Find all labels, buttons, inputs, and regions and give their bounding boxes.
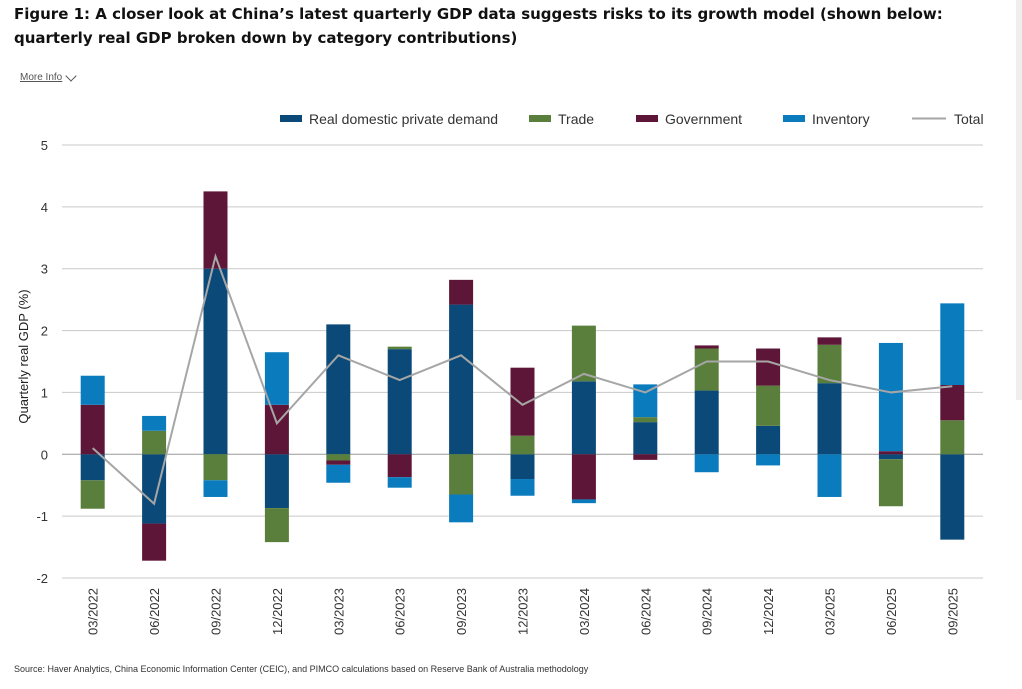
y-tick-label: 4 xyxy=(41,200,48,215)
bar-segment xyxy=(203,480,228,497)
bar-segment xyxy=(449,279,474,305)
legend-swatch xyxy=(636,115,658,122)
bar-segment xyxy=(571,381,596,455)
bar-segment xyxy=(817,383,842,455)
x-tick-label: 12/2024 xyxy=(761,588,776,635)
bar-segment xyxy=(387,477,412,488)
y-axis-label: Quarterly real GDP (%) xyxy=(16,289,31,423)
x-tick-label: 03/2024 xyxy=(577,588,592,635)
bar-segment xyxy=(940,385,965,421)
y-tick-label: -1 xyxy=(36,509,48,524)
x-tick-label: 09/2023 xyxy=(454,588,469,635)
chart-title: Figure 1: A closer look at China’s lates… xyxy=(14,5,943,47)
bar-segment xyxy=(203,454,228,481)
bar-segment xyxy=(142,523,167,561)
bar-segment xyxy=(571,325,596,382)
bar-segment xyxy=(449,494,474,523)
x-tick-label: 06/2024 xyxy=(638,588,653,635)
x-tick-label: 03/2025 xyxy=(823,588,838,635)
x-tick-label: 12/2023 xyxy=(516,588,531,635)
bar-segment xyxy=(510,479,535,496)
y-tick-label: -2 xyxy=(36,571,48,586)
bar-segment xyxy=(510,367,535,436)
bar-segment xyxy=(203,268,228,455)
bar-segment xyxy=(449,304,474,455)
bar-segment xyxy=(142,454,167,524)
legend-label: Inventory xyxy=(812,111,870,127)
bar-segment xyxy=(633,417,658,423)
x-tick-label: 09/2024 xyxy=(700,588,715,635)
bar-segment xyxy=(264,404,289,455)
y-tick-label: 1 xyxy=(41,385,48,400)
bar-segment xyxy=(80,375,105,405)
source-note: Source: Haver Analytics, China Economic … xyxy=(14,664,589,674)
bar-segment xyxy=(326,464,351,483)
bar-segment xyxy=(756,425,781,455)
bar-segment xyxy=(387,454,412,478)
bar-segment xyxy=(449,454,474,495)
x-tick-label: 06/2025 xyxy=(884,588,899,635)
x-tick-label: 09/2022 xyxy=(209,588,224,635)
legend-label: Real domestic private demand xyxy=(309,111,498,127)
scrollbar[interactable] xyxy=(1016,0,1022,400)
x-tick-label: 12/2022 xyxy=(270,588,285,635)
bar-segment xyxy=(264,508,289,543)
total-line xyxy=(92,252,953,506)
bar-segment xyxy=(817,454,842,497)
x-tick-label: 06/2022 xyxy=(147,588,162,635)
bar-segment xyxy=(878,459,903,507)
bar-segment xyxy=(878,342,903,452)
bar-segment xyxy=(264,352,289,405)
bar-segment xyxy=(264,454,289,509)
legend-swatch xyxy=(529,115,551,122)
bar-segment xyxy=(326,454,351,461)
gdp-contributions-chart: -2 -1 0 1 2 3 4 5 Quarterly real GDP (%) 03/2022 0… xyxy=(16,111,984,635)
bar-segment xyxy=(940,303,965,386)
bar-segment xyxy=(756,385,781,426)
x-tick-label: 03/2023 xyxy=(331,588,346,635)
x-tick-label: 06/2023 xyxy=(393,588,408,635)
y-tick-label: 5 xyxy=(41,138,48,153)
x-tick-label: 09/2025 xyxy=(945,588,960,635)
y-tick-label: 3 xyxy=(41,262,48,277)
bar-segment xyxy=(694,345,719,349)
x-tick-label: 03/2022 xyxy=(86,588,101,635)
y-tick-label: 0 xyxy=(41,447,48,462)
bar-segment xyxy=(571,499,596,504)
bar-segment xyxy=(80,404,105,455)
more-info-toggle[interactable]: More Info xyxy=(20,69,77,83)
bar-segment xyxy=(326,324,351,455)
bar-segment xyxy=(80,454,105,481)
bar-segment xyxy=(510,454,535,480)
bar-segment xyxy=(694,348,719,391)
legend-label: Trade xyxy=(558,111,594,127)
bar-segment xyxy=(633,422,658,455)
bar-segment xyxy=(510,435,535,455)
bar-segment xyxy=(387,349,412,455)
bar-segment xyxy=(756,348,781,386)
bar-segment xyxy=(694,390,719,455)
bar-segment xyxy=(878,454,903,460)
bar-segment xyxy=(756,454,781,466)
legend-label: Total xyxy=(954,111,984,127)
bar-segment xyxy=(878,451,903,455)
bar-segment xyxy=(387,346,412,350)
bar-segment xyxy=(571,454,596,500)
bar-segment xyxy=(142,415,167,431)
bar-segment xyxy=(940,420,965,455)
bar-segment xyxy=(142,430,167,455)
bar-segment xyxy=(80,480,105,509)
bar-segment xyxy=(326,460,351,465)
bar-segment xyxy=(817,337,842,345)
more-info-label: More Info xyxy=(20,72,63,83)
legend-swatch xyxy=(280,115,302,122)
bar-segment xyxy=(694,454,719,473)
bar-segment xyxy=(940,454,965,540)
legend-label: Government xyxy=(665,111,742,127)
y-tick-label: 2 xyxy=(41,324,48,339)
bar-segment xyxy=(633,454,658,460)
legend-swatch xyxy=(783,115,805,122)
